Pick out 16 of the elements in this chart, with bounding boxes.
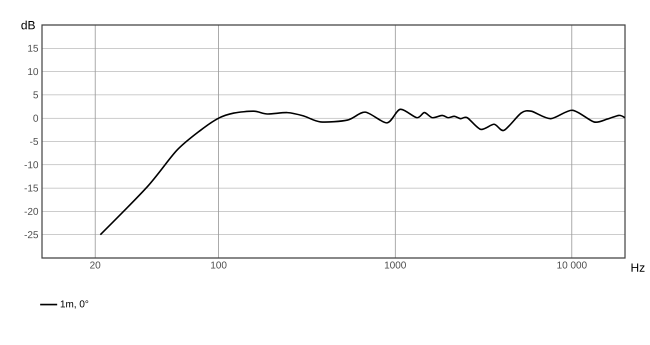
x-tick-label: 100 [211,262,227,269]
x-tick-label: 10 000 [557,262,587,269]
y-tick-label: 0 [33,114,38,122]
y-tick-label: 10 [28,68,38,76]
y-tick-label: -20 [24,208,38,215]
y-tick-label: -5 [30,138,38,145]
y-tick-label: 5 [33,91,38,98]
y-tick-label: -10 [24,161,38,168]
x-tick-label: 20 [90,262,100,269]
y-tick-label: 15 [28,44,38,52]
y-axis-title: dB [21,20,35,30]
x-tick-label: 1000 [384,262,406,269]
y-tick-label: -25 [24,231,38,238]
legend-label: 1m, 0° [60,300,88,309]
x-axis-title: Hz [632,264,645,272]
y-tick-label: -15 [24,184,38,192]
